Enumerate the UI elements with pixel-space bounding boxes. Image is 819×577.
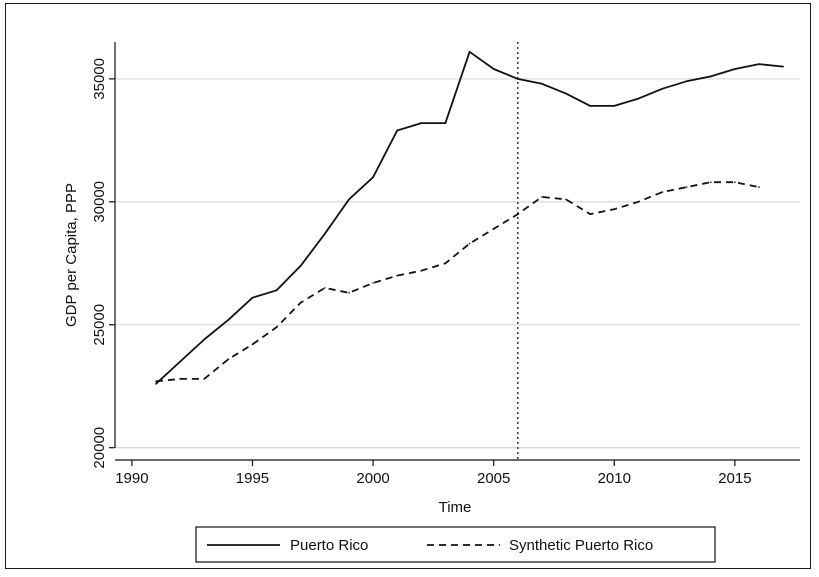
data-point-puerto-rico — [324, 233, 326, 235]
x-tick-label: 1995 — [236, 470, 269, 487]
data-point-puerto-rico — [179, 360, 181, 363]
data-point-synthetic-puerto-rico — [517, 213, 519, 215]
legend-label-synthetic-puerto-rico: Synthetic Puerto Rico — [509, 537, 653, 554]
data-point-synthetic-puerto-rico — [468, 242, 471, 245]
data-point-puerto-rico — [372, 176, 374, 178]
axis-ticks: 20000 25000 30000 35000 1990 1995 2000 2005 2010… — [91, 58, 752, 487]
x-tick-label: 1990 — [115, 470, 148, 487]
y-tick-label: 20000 — [91, 427, 108, 469]
data-point-synthetic-puerto-rico — [420, 269, 423, 272]
data-point-synthetic-puerto-rico — [179, 378, 181, 380]
data-point-puerto-rico — [492, 68, 495, 70]
data-point-puerto-rico — [541, 83, 543, 85]
x-tick-label: 2000 — [356, 470, 389, 487]
data-point-puerto-rico — [637, 97, 640, 100]
data-point-puerto-rico — [589, 105, 591, 107]
axes — [114, 42, 800, 461]
data-point-puerto-rico — [517, 78, 519, 80]
data-point-synthetic-puerto-rico — [613, 208, 616, 210]
data-point-synthetic-puerto-rico — [710, 181, 712, 183]
data-point-puerto-rico — [348, 198, 350, 201]
data-point-synthetic-puerto-rico — [324, 287, 326, 289]
chart-frame — [5, 3, 811, 569]
x-tick-label: 2005 — [477, 470, 510, 487]
data-point-synthetic-puerto-rico — [492, 228, 495, 230]
data-point-synthetic-puerto-rico — [565, 198, 567, 201]
data-point-puerto-rico — [396, 129, 399, 132]
x-axis-title: Time — [439, 499, 472, 516]
data-point-synthetic-puerto-rico — [396, 274, 399, 277]
data-point-synthetic-puerto-rico — [661, 191, 664, 193]
data-point-puerto-rico — [420, 122, 423, 124]
data-point-puerto-rico — [661, 87, 664, 90]
series-line-puerto-rico — [155, 50, 784, 385]
data-point-synthetic-puerto-rico — [444, 262, 447, 265]
data-point-puerto-rico — [782, 65, 784, 68]
data-point-puerto-rico — [251, 296, 254, 299]
y-axis-title: GDP per Capita, PPP — [63, 183, 80, 327]
legend: Puerto Rico Synthetic Puerto Rico — [195, 526, 716, 563]
data-point-puerto-rico — [613, 105, 616, 107]
legend-label-puerto-rico: Puerto Rico — [290, 537, 368, 554]
data-point-synthetic-puerto-rico — [275, 326, 278, 329]
data-point-puerto-rico — [275, 289, 278, 292]
data-point-puerto-rico — [155, 383, 157, 385]
data-point-synthetic-puerto-rico — [227, 358, 230, 361]
y-tick-label: 30000 — [91, 181, 108, 223]
data-point-synthetic-puerto-rico — [541, 196, 543, 198]
y-tick-label: 35000 — [91, 58, 108, 100]
y-tick-label: 25000 — [91, 304, 108, 346]
data-point-puerto-rico — [468, 51, 471, 53]
data-point-puerto-rico — [758, 63, 760, 65]
series-line-synthetic-puerto-rico — [155, 181, 760, 383]
gridlines — [116, 78, 800, 449]
data-point-puerto-rico — [203, 338, 205, 341]
data-point-synthetic-puerto-rico — [637, 201, 640, 203]
data-point-puerto-rico — [299, 265, 302, 267]
data-point-puerto-rico — [227, 319, 230, 321]
data-point-synthetic-puerto-rico — [251, 343, 254, 346]
data-point-synthetic-puerto-rico — [203, 378, 205, 380]
data-point-synthetic-puerto-rico — [372, 282, 374, 284]
x-tick-label: 2010 — [598, 470, 631, 487]
data-point-puerto-rico — [734, 68, 736, 70]
data-point-synthetic-puerto-rico — [685, 186, 688, 188]
data-point-puerto-rico — [565, 92, 567, 95]
data-point-synthetic-puerto-rico — [589, 213, 591, 215]
data-point-synthetic-puerto-rico — [155, 380, 157, 383]
legend-box — [195, 526, 716, 563]
data-point-puerto-rico — [710, 75, 712, 78]
data-point-synthetic-puerto-rico — [758, 186, 760, 188]
data-point-synthetic-puerto-rico — [348, 292, 350, 294]
data-point-synthetic-puerto-rico — [734, 181, 736, 183]
x-tick-label: 2015 — [718, 470, 751, 487]
data-point-synthetic-puerto-rico — [299, 301, 302, 304]
data-point-puerto-rico — [444, 122, 447, 124]
data-point-puerto-rico — [685, 80, 688, 83]
series-lines — [155, 42, 784, 460]
